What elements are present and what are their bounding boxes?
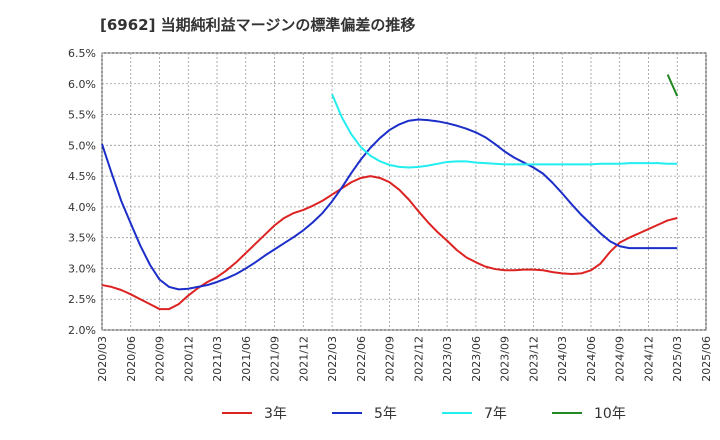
x-tick-label: 2021/06 — [240, 336, 253, 382]
y-tick-label: 2.5% — [68, 293, 96, 306]
legend: 3年 5年 7年 10年 — [222, 406, 626, 422]
y-tick-label: 3.5% — [68, 232, 96, 245]
grid — [101, 52, 707, 331]
y-tick-label: 5.0% — [68, 139, 96, 152]
x-tick-label: 2024/12 — [642, 336, 655, 382]
series-lines — [101, 74, 679, 311]
x-tick-label: 2025/06 — [700, 336, 713, 382]
x-tick-label: 2024/03 — [556, 336, 569, 382]
x-tick-label: 2021/09 — [269, 336, 282, 382]
x-tick-label: 2020/12 — [182, 336, 195, 382]
series-line-1 — [101, 118, 678, 291]
y-tick-label: 6.0% — [68, 78, 96, 91]
legend-label-3: 10年 — [594, 406, 626, 422]
series-line-3 — [666, 74, 679, 97]
legend-label-0: 3年 — [264, 406, 287, 422]
x-tick-label: 2022/12 — [412, 336, 425, 382]
x-tick-label: 2025/03 — [671, 336, 684, 382]
x-tick-label: 2022/06 — [355, 336, 368, 382]
y-tick-label: 4.0% — [68, 201, 96, 214]
x-tick-label: 2020/09 — [154, 336, 167, 382]
x-axis: 2020/03 2020/06 2020/09 2020/12 2021/03 2021/… — [96, 336, 713, 382]
x-tick-label: 2020/06 — [125, 336, 138, 382]
chart-title: [6962] 当期純利益マージンの標準偏差の推移 — [100, 16, 415, 34]
x-tick-label: 2023/12 — [527, 336, 540, 382]
y-tick-label: 3.0% — [68, 262, 96, 275]
y-tick-label: 2.0% — [68, 324, 96, 337]
x-tick-label: 2023/03 — [441, 336, 454, 382]
series-line-0 — [101, 175, 678, 311]
x-tick-label: 2024/09 — [614, 336, 627, 382]
x-tick-label: 2023/06 — [470, 336, 483, 382]
y-axis: 2.0% 2.5% 3.0% 3.5% 4.0% 4.5% 5.0% 5.5% 6.0% 6.5% — [68, 47, 96, 337]
y-tick-label: 4.5% — [68, 170, 96, 183]
x-tick-label: 2020/03 — [96, 336, 109, 382]
plot-area — [101, 52, 707, 331]
legend-label-1: 5年 — [374, 406, 397, 422]
x-tick-label: 2024/06 — [585, 336, 598, 382]
x-tick-label: 2023/09 — [499, 336, 512, 382]
y-tick-label: 6.5% — [68, 47, 96, 60]
x-tick-label: 2021/12 — [297, 336, 310, 382]
x-tick-label: 2021/03 — [211, 336, 224, 382]
y-tick-label: 5.5% — [68, 109, 96, 122]
series-line-2 — [331, 93, 678, 169]
legend-label-2: 7年 — [484, 406, 507, 422]
x-tick-label: 2022/09 — [384, 336, 397, 382]
x-tick-label: 2022/03 — [326, 336, 339, 382]
